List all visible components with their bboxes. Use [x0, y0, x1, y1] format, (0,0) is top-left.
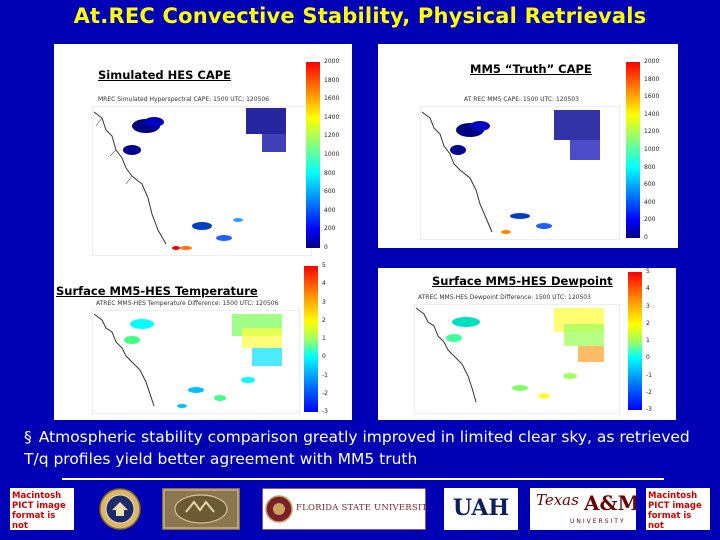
tick-label: 1400: [644, 110, 660, 118]
pict-placeholder-right: Macintosh PICT image format is not suppo…: [646, 488, 710, 530]
colorbar-ticks: 5 4 3 2 1 0 -1 -2 -3: [322, 262, 342, 418]
colorbar: [628, 272, 642, 410]
pict-text: Macintosh PICT image format is not suppo…: [12, 491, 66, 530]
tick-label: 1200: [324, 132, 340, 140]
tick-label: 0: [644, 234, 648, 241]
tick-label: -3: [646, 406, 652, 413]
panel-label: Surface MM5-HES Temperature: [56, 284, 258, 298]
tick-label: -1: [646, 371, 652, 379]
panel-surface-dewpoint-diff: Surface MM5-HES Dewpoint ATREC MM5-HES D…: [378, 268, 676, 420]
panel-simulated-hes-cape: Simulated HES CAPE MREC Simulated Hypers…: [54, 44, 352, 262]
tamu-texas: Texas: [536, 491, 579, 509]
unr-seal-icon: [163, 489, 239, 529]
tick-label: 1: [646, 337, 650, 344]
tick-label: 0: [646, 354, 650, 362]
tick-label: -2: [646, 388, 652, 396]
tick-label: 800: [644, 163, 656, 171]
navy-seal-logo: [92, 488, 148, 530]
uah-logo: UAH: [444, 488, 518, 530]
panel-label: Surface MM5-HES Dewpoint: [432, 274, 613, 288]
panel-caption: MREC Simulated Hyperspectral CAPE: 1500 …: [98, 96, 270, 103]
tick-label: 1800: [324, 76, 340, 84]
fsu-wordmark: FLORIDA STATE UNIVERSITY: [296, 503, 426, 513]
map-temperature-diff: [92, 310, 300, 414]
colorbar-ticks: 5 4 3 2 1 0 -1 -2 -3: [646, 268, 666, 416]
tick-label: 400: [644, 198, 656, 206]
tick-label: 200: [324, 225, 336, 233]
fsu-seal-icon: [262, 488, 426, 530]
colorbar: [626, 62, 640, 238]
colorbar: [304, 266, 318, 412]
panel-caption: ATREC MM5-HES Temperature Difference: 15…: [96, 300, 279, 307]
tick-label: 600: [324, 188, 336, 196]
pict-text: Macintosh PICT image format is not suppo…: [648, 491, 702, 530]
tick-label: 1: [322, 335, 326, 342]
pict-placeholder-left: Macintosh PICT image format is not suppo…: [10, 488, 74, 530]
map-dewpoint-diff: [414, 304, 620, 414]
colorbar: [306, 62, 320, 248]
tick-label: 1600: [324, 95, 340, 103]
fsu-logo: FLORIDA STATE UNIVERSITY: [262, 488, 426, 530]
tick-label: 4: [322, 280, 326, 288]
panel-surface-temperature-diff: Surface MM5-HES Temperature ATREC MM5-HE…: [54, 262, 352, 420]
tick-label: 0: [322, 353, 326, 361]
panel-label: Simulated HES CAPE: [98, 68, 232, 82]
tick-label: 2: [322, 316, 326, 324]
tick-label: 2000: [324, 58, 340, 65]
colorbar-ticks: 2000 1800 1600 1400 1200 1000 800 600 40…: [324, 58, 350, 254]
tick-label: 5: [646, 268, 650, 275]
tick-label: 4: [646, 285, 650, 293]
tick-label: 2000: [644, 58, 660, 65]
bullet-body: Atmospheric stability comparison greatly…: [24, 428, 690, 468]
panel-mm5-truth-cape: MM5 “Truth” CAPE AT REC MM5 CAPE: 1500 U…: [378, 44, 678, 248]
tick-label: 0: [324, 244, 328, 251]
panel-label: MM5 “Truth” CAPE: [470, 62, 592, 76]
map-cape-simulated: [92, 106, 312, 256]
tick-label: -3: [322, 408, 328, 415]
tick-label: 800: [324, 169, 336, 177]
slide-title: At.REC Convective Stability, Physical Re…: [73, 4, 647, 28]
navy-seal-icon: [99, 488, 141, 530]
tick-label: 400: [324, 206, 336, 214]
tick-label: -1: [322, 371, 328, 379]
uah-wordmark: UAH: [452, 495, 510, 521]
colorbar-ticks: 2000 1800 1600 1400 1200 1000 800 600 40…: [644, 58, 674, 244]
tick-label: 2: [646, 319, 650, 327]
panel-caption: ATREC MM5-HES Dewpoint Difference: 1500 …: [418, 294, 591, 301]
tick-label: 600: [644, 181, 656, 189]
tick-label: 1000: [644, 146, 660, 153]
tick-label: 5: [322, 262, 326, 269]
tick-label: 3: [322, 298, 326, 306]
tick-label: 1400: [324, 113, 340, 121]
tick-label: 1600: [644, 93, 660, 101]
tamu-university: UNIVERSITY: [570, 518, 626, 525]
tick-label: 200: [644, 216, 656, 224]
bullet-mark: §: [24, 428, 32, 446]
map-cape-mm5: [420, 106, 620, 240]
tick-label: 1800: [644, 75, 660, 83]
tick-label: 1200: [644, 128, 660, 136]
tamu-am: A&M: [584, 491, 636, 515]
tick-label: -2: [322, 389, 328, 397]
tick-label: 1000: [324, 151, 340, 158]
texas-am-logo: Texas A&M UNIVERSITY: [530, 488, 636, 530]
panel-caption: AT REC MM5 CAPE: 1500 UTC: 120503: [464, 96, 579, 103]
unr-seal-logo: [162, 488, 240, 530]
tick-label: 3: [646, 302, 650, 310]
divider-line: [62, 478, 664, 480]
bullet-text: § Atmospheric stability comparison great…: [24, 426, 704, 470]
